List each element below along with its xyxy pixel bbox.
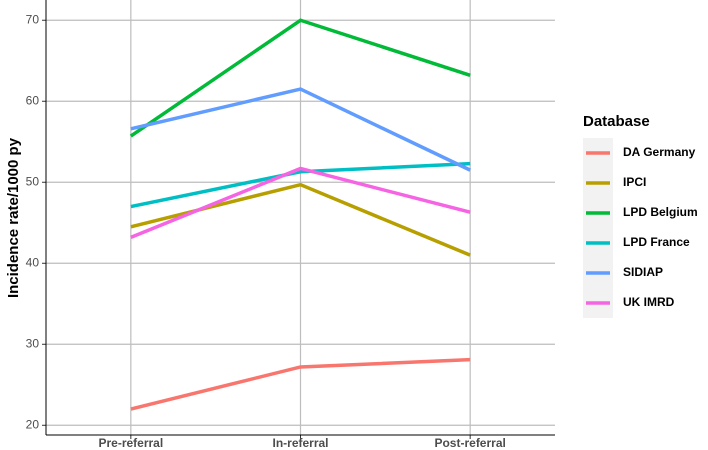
y-axis-label: Incidence rate/1000 py <box>5 137 22 298</box>
y-tick-label: 70 <box>26 12 40 26</box>
y-tick-label: 40 <box>26 255 40 269</box>
series-line <box>130 166 471 239</box>
y-tick-label: 30 <box>26 336 40 350</box>
legend-label: LPD France <box>623 235 690 249</box>
series-line <box>130 357 471 411</box>
y-tick-label: 20 <box>26 417 40 431</box>
legend-label: DA Germany <box>623 145 696 159</box>
legend-label: IPCI <box>623 175 646 189</box>
legend-label: LPD Belgium <box>623 205 698 219</box>
legend-label: UK IMRD <box>623 295 675 309</box>
x-tick-label: In-referral <box>272 436 328 450</box>
series-line <box>130 87 471 172</box>
x-tick-label: Post-referral <box>434 436 505 450</box>
y-tick-label: 60 <box>26 93 40 107</box>
legend-label: SIDIAP <box>623 265 663 279</box>
legend-title: Database <box>583 113 650 130</box>
y-tick-label: 50 <box>26 174 40 188</box>
series-line <box>130 161 471 209</box>
x-tick-label: Pre-referral <box>98 436 163 450</box>
series-line <box>129 18 471 138</box>
